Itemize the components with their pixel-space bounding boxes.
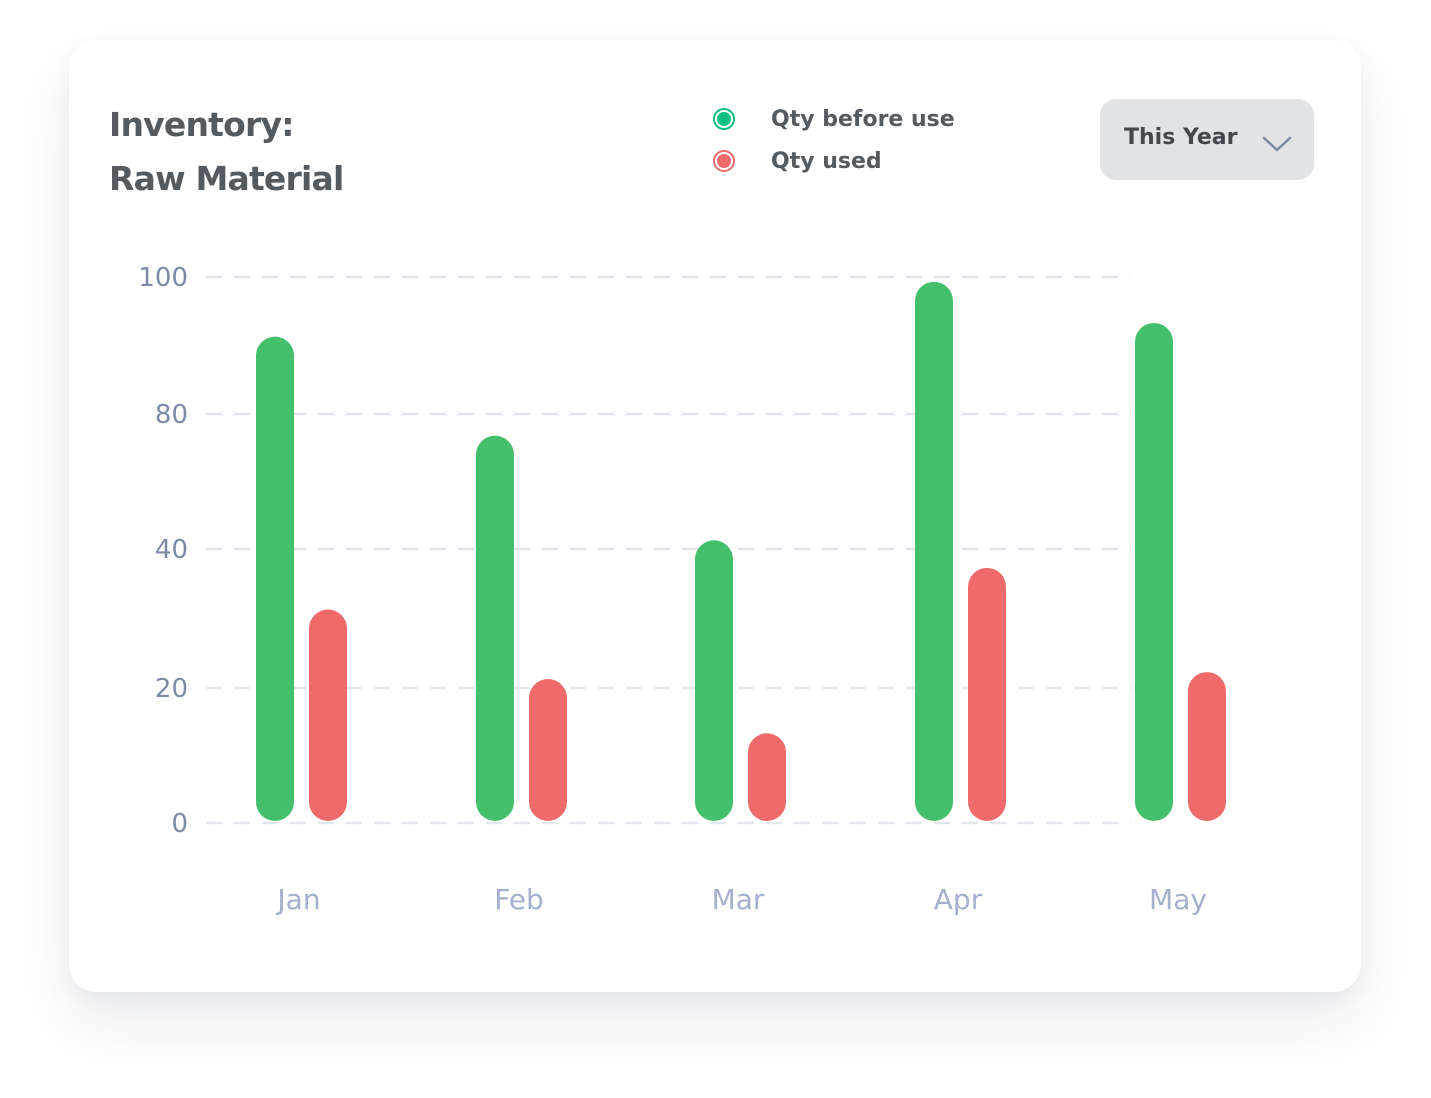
period-dropdown-value: This Year (1124, 125, 1238, 150)
legend-dot-green-icon (713, 108, 735, 130)
bar-mar-qty-before-use (695, 540, 733, 821)
y-tick-label: 100 (138, 263, 188, 293)
x-tick-label-jan: Jan (275, 883, 320, 916)
x-tick-label-feb: Feb (494, 883, 544, 916)
bar-may-qty-used (1188, 672, 1226, 821)
y-tick-label: 0 (171, 809, 188, 839)
chevron-down-icon (1262, 136, 1292, 152)
period-dropdown[interactable]: This Year (1100, 99, 1314, 180)
chart-legend: Qty before use Qty used (713, 98, 955, 182)
bar-apr-qty-before-use (915, 281, 953, 822)
legend-item-qty-before-use: Qty before use (713, 98, 955, 140)
y-tick-label: 40 (155, 535, 188, 565)
legend-label-qty-used: Qty used (771, 148, 882, 174)
legend-dot-red-icon (713, 150, 735, 172)
bar-feb-qty-used (529, 679, 567, 821)
y-tick-label: 80 (155, 400, 188, 430)
bar-jan-qty-used (309, 609, 347, 821)
card-title-line2: Raw Material (109, 159, 344, 198)
x-tick-label-apr: Apr (934, 883, 983, 916)
card-title: Inventory: Raw Material (109, 98, 344, 206)
legend-item-qty-used: Qty used (713, 140, 955, 182)
bar-apr-qty-used (968, 567, 1006, 821)
card-title-line1: Inventory: (109, 105, 294, 144)
legend-label-qty-before-use: Qty before use (771, 106, 955, 132)
x-tick-label-may: May (1149, 883, 1207, 916)
x-tick-label-mar: Mar (712, 883, 765, 916)
y-tick-label: 20 (155, 674, 188, 704)
bar-mar-qty-used (748, 733, 786, 821)
bar-jan-qty-before-use (256, 336, 294, 821)
inventory-card: Inventory: Raw Material Qty before use Q… (69, 40, 1361, 992)
bar-feb-qty-before-use (476, 435, 514, 821)
bar-chart: 100 80 40 20 0 Jan Feb Mar Apr May (138, 263, 1226, 916)
bar-may-qty-before-use (1135, 322, 1173, 821)
